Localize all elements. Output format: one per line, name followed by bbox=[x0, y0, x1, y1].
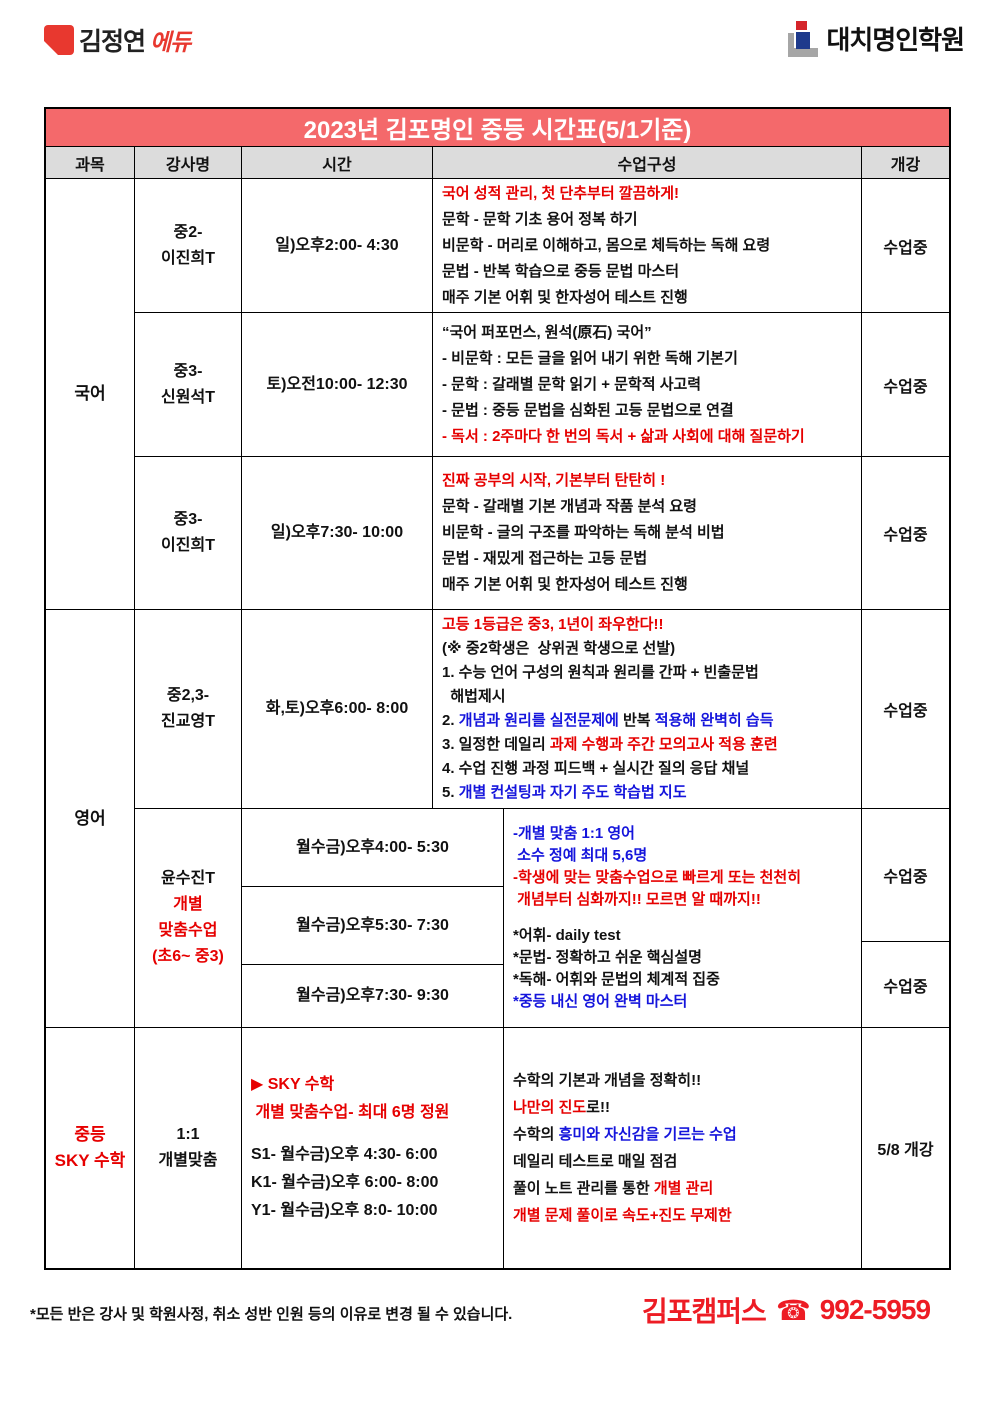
class-composition-cell: -개별 맞춤 1:1 영어 소수 정예 최대 5,6명 -학생에 맞는 맞춤수업으… bbox=[504, 809, 861, 1027]
class-composition-cell: 진짜 공부의 시작, 기본부터 탄탄히 ! 문학 - 갈래별 기본 개념과 작품 … bbox=[433, 457, 861, 609]
col-header-open: 개강 bbox=[862, 147, 949, 178]
time-cell: 월수금)오후7:30- 9:30 bbox=[242, 965, 503, 1027]
logo-name-sub: 에듀 bbox=[150, 29, 191, 55]
class-composition-cell: “국어 퍼포먼스, 원석(原石) 국어” - 비문학 : 모든 글을 읽어 내기 … bbox=[433, 313, 861, 456]
col-header-teacher: 강사명 bbox=[135, 147, 241, 178]
class-composition-cell: 국어 성적 관리, 첫 단추부터 깔끔하게! 문학 - 문학 기초 용어 정복 하… bbox=[433, 179, 861, 312]
campus-contact: 김포캠퍼스 ☎ 992-5959 bbox=[642, 1290, 931, 1330]
teacher-cell: 중2,3- 진교영T bbox=[135, 610, 241, 808]
time-cell: 월수금)오후4:00- 5:30 bbox=[242, 809, 503, 886]
teacher-cell: 1:1 개별맞춤 bbox=[135, 1028, 241, 1268]
time-cell: 토)오전10:00- 12:30 bbox=[242, 313, 432, 456]
col-header-subject: 과목 bbox=[46, 147, 134, 178]
campus-name: 김포캠퍼스 bbox=[642, 1296, 767, 1327]
time-cell: ▶ SKY 수학 개별 맞춤수업- 최대 6명 정원 S1- 월수금)오후 4:3… bbox=[242, 1028, 503, 1268]
daechi-myongin-logo: 대치명인학원 bbox=[788, 20, 965, 57]
status-cell: 수업중 bbox=[862, 313, 949, 456]
schedule-table: 2023년 김포명인 중등 시간표(5/1기준) 과목 강사명 시간 수업구성 … bbox=[44, 107, 951, 1270]
time-cell: 월수금)오후5:30- 7:30 bbox=[242, 887, 503, 964]
time-cell: 일)오후7:30- 10:00 bbox=[242, 457, 432, 609]
subject-cell-english: 영어 bbox=[46, 610, 134, 1027]
teacher-cell: 중3- 신원석T bbox=[135, 313, 241, 456]
status-cell: 수업중 bbox=[862, 809, 949, 941]
subject-cell-korean: 국어 bbox=[46, 179, 134, 609]
status-cell: 수업중 bbox=[862, 179, 949, 312]
logo-name-main: 김정연 bbox=[79, 28, 146, 56]
disclaimer-note: *모든 반은 강사 및 학원사정, 취소 성반 인원 등의 이유로 변경 될 수… bbox=[30, 1306, 513, 1323]
time-cell: 일)오후2:00- 4:30 bbox=[242, 179, 432, 312]
class-composition-cell: 고등 1등급은 중3, 1년이 좌우한다!! (※ 중2학생은 상위권 학생으로 … bbox=[433, 610, 861, 808]
teacher-cell: 중2- 이진희T bbox=[135, 179, 241, 312]
col-header-composition: 수업구성 bbox=[433, 147, 861, 178]
status-cell: 수업중 bbox=[862, 942, 949, 1027]
time-cell: 화,토)오후6:00- 8:00 bbox=[242, 610, 432, 808]
col-header-time: 시간 bbox=[242, 147, 432, 178]
kimjungyeon-logo-mark-icon bbox=[44, 25, 74, 55]
class-composition-cell: 수학의 기본과 개념을 정확히!! 나만의 진도로!! 수학의 흥미와 자신감을 기… bbox=[504, 1028, 861, 1268]
teacher-cell: 윤수진T 개별 맞춤수업 (초6~ 중3) bbox=[135, 809, 241, 1027]
institute-name: 대치명인학원 bbox=[826, 25, 965, 55]
institute-monument-icon bbox=[788, 20, 819, 57]
kimjungyeon-edu-logo: 김정연 에듀 bbox=[44, 22, 191, 58]
status-cell: 5/8 개강 bbox=[862, 1028, 949, 1268]
teacher-cell: 중3- 이진희T bbox=[135, 457, 241, 609]
table-title: 2023년 김포명인 중등 시간표(5/1기준) bbox=[46, 109, 949, 146]
subject-cell-math: 중등 SKY 수학 bbox=[46, 1028, 134, 1268]
phone-icon: ☎ bbox=[775, 1294, 811, 1326]
phone-number: 992-5959 bbox=[819, 1294, 931, 1325]
status-cell: 수업중 bbox=[862, 457, 949, 609]
status-cell: 수업중 bbox=[862, 610, 949, 808]
